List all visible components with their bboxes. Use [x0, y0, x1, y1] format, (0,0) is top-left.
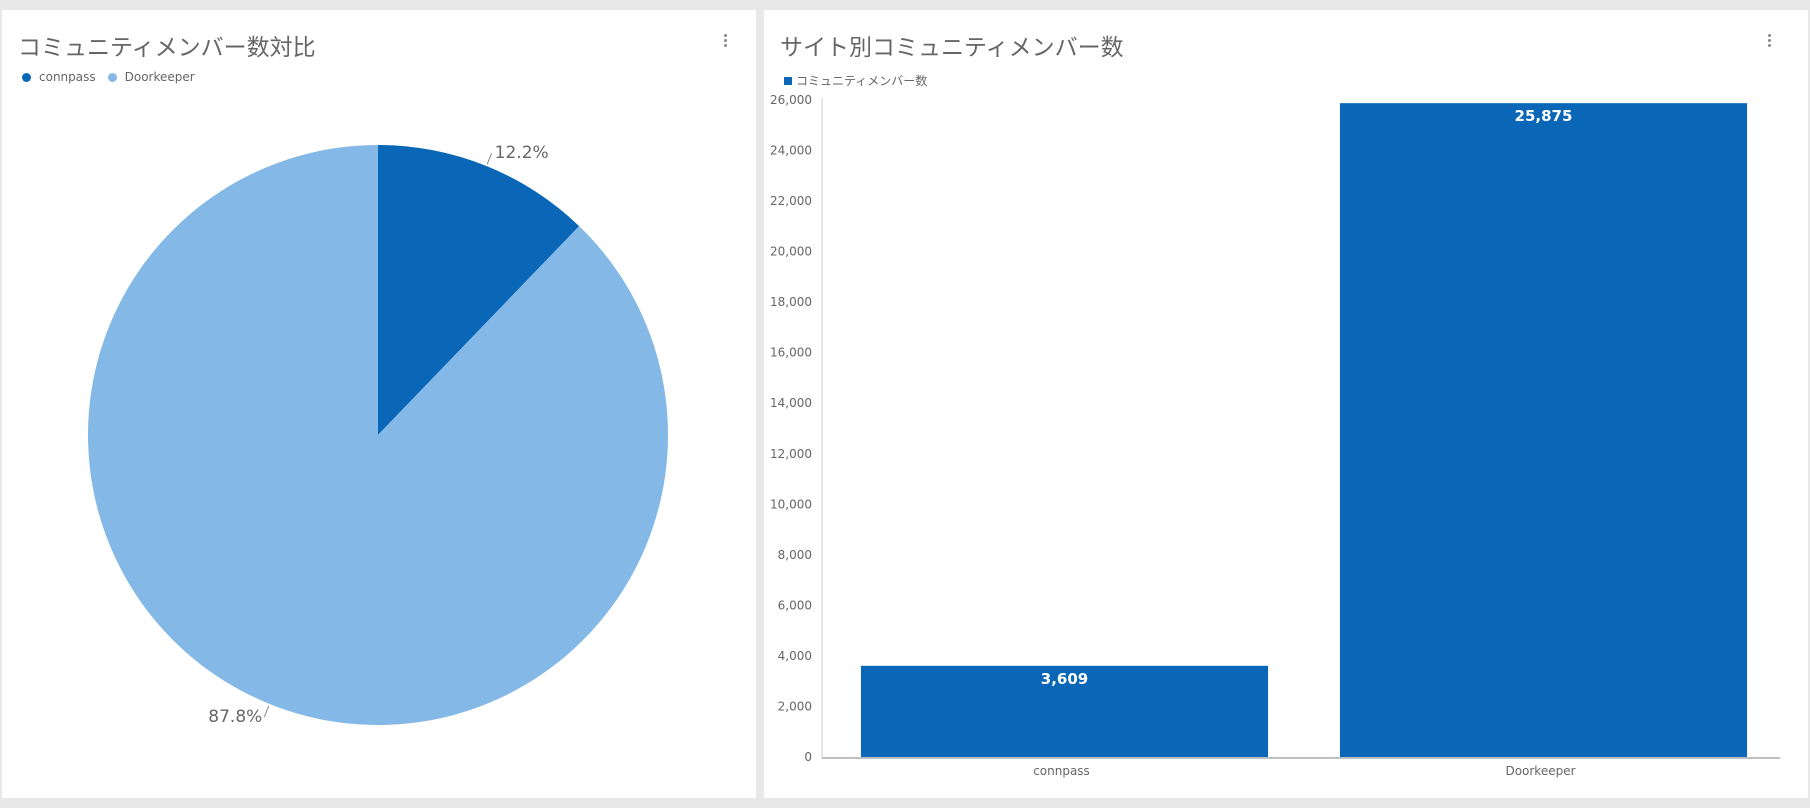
pie-leader-line: [486, 152, 493, 165]
pie-slice-connpass[interactable]: [378, 145, 580, 435]
y-tick-label: 20,000: [770, 245, 812, 259]
bar-doorkeeper[interactable]: [1339, 103, 1748, 758]
legend-label: コミュニティメンバー数: [796, 74, 928, 88]
x-tick-label: connpass: [1033, 764, 1090, 778]
y-tick-label: 8,000: [778, 548, 812, 562]
y-tick-label: 18,000: [770, 295, 812, 309]
y-tick-label: 12,000: [770, 447, 812, 461]
legend-swatch: [22, 72, 31, 82]
pie-chart-panel: コミュニティメンバー数対比 connpass Doorkeeper 12.2% 8…: [2, 10, 756, 798]
pie-chart-title: コミュニティメンバー数対比: [18, 35, 316, 61]
y-tick-label: 10,000: [770, 497, 812, 511]
bar-data-label: 25,875: [1515, 107, 1573, 125]
legend-label: Doorkeeper: [124, 70, 195, 84]
y-tick-label: 22,000: [770, 194, 812, 208]
pie-data-label: 87.8%: [208, 707, 262, 727]
y-tick-label: 6,000: [778, 598, 812, 612]
legend-label: connpass: [39, 70, 96, 84]
y-tick-label: 24,000: [770, 144, 812, 158]
bar-chart-panel: サイト別コミュニティメンバー数 コミュニティメンバー数 0 2,000 4,000 6…: [764, 10, 1808, 798]
legend-item-doorkeeper[interactable]: Doorkeeper: [107, 70, 195, 84]
bar-legend: コミュニティメンバー数: [784, 72, 939, 89]
legend-swatch: [784, 76, 792, 85]
pie-slice-doorkeeper[interactable]: [88, 145, 669, 725]
legend-item-connpass[interactable]: connpass: [22, 70, 96, 84]
legend-item-members[interactable]: コミュニティメンバー数: [784, 72, 927, 89]
y-tick-label: 14,000: [770, 396, 812, 410]
y-tick-label: 4,000: [778, 649, 812, 663]
pie-chart: 12.2% 87.8%: [88, 143, 669, 727]
bar-chart-title: サイト別コミュニティメンバー数: [780, 35, 1124, 61]
y-tick-label: 26,000: [770, 93, 812, 107]
y-tick-label: 2,000: [778, 699, 812, 713]
pie-legend: connpass Doorkeeper: [22, 70, 207, 84]
more-options-icon[interactable]: [720, 34, 730, 54]
more-options-icon[interactable]: [1764, 34, 1774, 54]
legend-swatch: [107, 72, 117, 82]
y-tick-label: 0: [804, 750, 812, 764]
bar-data-label: 3,609: [1041, 670, 1088, 688]
y-tick-label: 16,000: [770, 346, 812, 360]
pie-data-label: 12.2%: [495, 143, 549, 163]
bar-connpass[interactable]: [860, 665, 1269, 757]
pie-leader-line: [263, 705, 270, 718]
bottom-strip: [0, 800, 1810, 808]
x-tick-label: Doorkeeper: [1505, 764, 1575, 778]
bar-chart: 0 2,000 4,000 6,000 8,000 10,000 12,000 14,000 1…: [770, 93, 1780, 778]
